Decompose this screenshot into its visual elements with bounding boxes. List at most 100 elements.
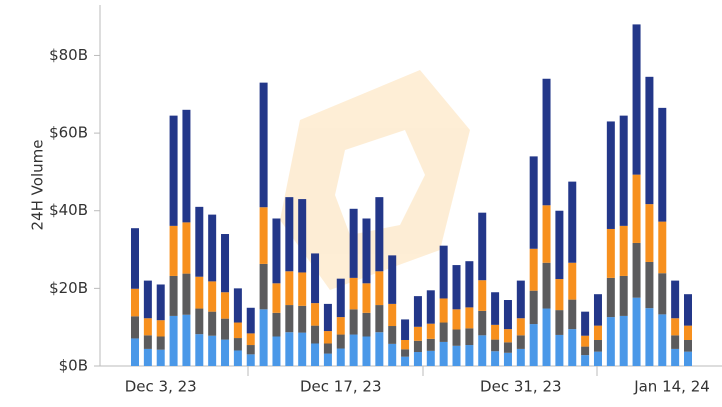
bar-segment — [259, 263, 268, 310]
bar-segment — [233, 322, 242, 339]
bar-segment — [439, 322, 448, 342]
bar-segment — [593, 325, 602, 340]
bar-segment — [388, 303, 397, 327]
bar-segment — [182, 273, 191, 315]
bar-segment — [375, 332, 384, 366]
bar-segment — [619, 275, 628, 316]
bar-segment — [426, 338, 435, 351]
bar-segment — [542, 205, 551, 263]
watermark — [280, 70, 470, 290]
bar-segment — [658, 314, 667, 366]
bar-segment — [375, 305, 384, 333]
bar-segment — [503, 342, 512, 353]
bar-segment — [169, 315, 178, 366]
bar-segment — [632, 24, 641, 175]
bar-segment — [581, 335, 590, 347]
bar-segment — [246, 354, 255, 366]
bar-segment — [452, 265, 461, 310]
bar-segment — [593, 339, 602, 352]
bar-segment — [169, 275, 178, 316]
bar-segment — [555, 279, 564, 311]
bar-segment — [658, 221, 667, 274]
bar-segment — [246, 345, 255, 355]
bar-segment — [131, 228, 139, 289]
bar-segment — [298, 199, 307, 273]
bar-segment — [349, 309, 358, 335]
bar-segment — [452, 309, 461, 330]
bar-segment — [516, 335, 525, 349]
bar-segment — [323, 303, 332, 332]
bar-segment — [272, 283, 281, 313]
bar-segment — [182, 222, 191, 274]
bar-segment — [272, 336, 281, 366]
bar-segment — [169, 115, 178, 226]
bar-segment — [375, 271, 384, 306]
bar-segment — [208, 281, 217, 312]
bar-segment — [195, 334, 204, 366]
bar-segment — [684, 339, 692, 352]
bar-segment — [452, 345, 461, 366]
bar-segment — [169, 225, 178, 276]
x-tick-label: Jan 14, 24 — [633, 378, 710, 396]
bar-segment — [323, 331, 332, 344]
bar-segment — [285, 197, 294, 272]
bar-segment — [568, 329, 577, 366]
bar-segment — [658, 107, 667, 222]
bar-segment — [568, 181, 577, 263]
bar-segment — [555, 334, 564, 366]
bar-segment — [426, 350, 435, 366]
bar-segment — [542, 262, 551, 309]
y-tick-label: $80B — [49, 46, 88, 64]
bar-segment — [362, 336, 371, 366]
bar-segment — [221, 339, 230, 366]
bar-segment — [478, 280, 487, 311]
bar-segment — [272, 312, 281, 337]
bar-segment — [439, 341, 448, 366]
y-tick-label: $40B — [49, 201, 88, 219]
bar-segment — [645, 261, 654, 309]
bar-segment — [311, 343, 320, 366]
bar-segment — [413, 326, 422, 341]
bar-segment — [311, 253, 320, 304]
bar-segment — [491, 351, 500, 366]
bar-segment — [233, 288, 242, 323]
bar-segment — [233, 350, 242, 366]
bar-segment — [529, 156, 538, 249]
x-tick-label: Dec 17, 23 — [300, 378, 382, 396]
bar-segment — [336, 278, 345, 318]
bar-segment — [156, 349, 165, 366]
bar-segment — [516, 280, 525, 319]
bar-segment — [632, 297, 641, 366]
bar-segment — [349, 277, 358, 310]
bar-segment — [195, 206, 204, 277]
bar-segment — [465, 328, 474, 346]
bar-segment — [143, 280, 152, 319]
bar-segment — [568, 299, 577, 330]
bar-segment — [516, 318, 525, 336]
bar-segment — [336, 334, 345, 349]
y-tick-label: $20B — [49, 279, 88, 297]
bar-segment — [645, 76, 654, 205]
bar-segment — [413, 296, 422, 327]
bar-segment — [285, 305, 294, 333]
bar-segment — [632, 242, 641, 298]
bar-segment — [131, 338, 139, 366]
bar-segment — [208, 311, 217, 336]
bar-segment — [581, 346, 590, 356]
bar-segment — [156, 284, 165, 321]
bar-segment — [568, 262, 577, 300]
bar-segment — [529, 248, 538, 291]
bar-segment — [593, 294, 602, 326]
bar-segment — [529, 324, 538, 366]
bar-segment — [401, 339, 410, 350]
bar-segment — [336, 348, 345, 366]
bar-segment — [156, 320, 165, 337]
bar-segment — [401, 319, 410, 340]
bar-segment — [259, 309, 268, 366]
bar-segment — [246, 307, 255, 334]
bar-segment — [426, 323, 435, 339]
bar-segment — [465, 261, 474, 308]
bar-segment — [336, 317, 345, 335]
bar-segment — [529, 290, 538, 325]
y-tick-label: $60B — [49, 124, 88, 142]
